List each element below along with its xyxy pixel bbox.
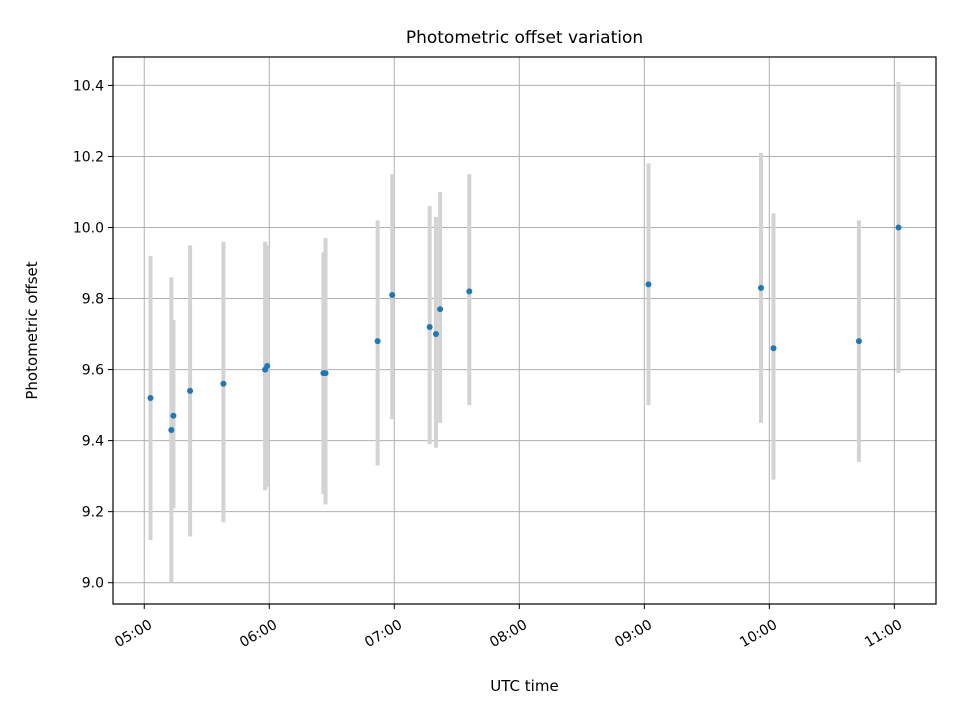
plot-frame [112,56,937,605]
data-point [895,224,902,231]
data-point [757,284,764,291]
y-tick-label: 9.6 [82,363,104,379]
y-tick-label: 10.0 [73,220,104,236]
data-point [426,323,433,330]
data-point [220,380,227,387]
data-point [187,387,194,394]
y-axis-label: Photometric offset [23,261,41,399]
y-tick-label: 9.8 [82,292,104,308]
data-point [374,338,381,345]
data-point [168,426,175,433]
data-point [147,394,154,401]
data-point [437,306,444,313]
data-point [770,345,777,352]
data-point [432,331,439,338]
data-point [389,291,396,298]
y-tick-label: 9.4 [82,434,104,450]
data-point [264,363,271,370]
data-point [855,338,862,345]
chart-title: Photometric offset variation [406,28,643,48]
grid-layer [113,57,936,604]
data-point [322,370,329,377]
y-tick-label: 10.2 [73,149,104,165]
y-tick-label: 9.0 [82,576,104,592]
data-point [466,288,473,295]
data-point [170,412,177,419]
y-tick-label: 10.4 [73,78,104,94]
y-tick-label: 9.2 [82,505,104,521]
x-axis-label: UTC time [490,677,558,695]
data-point [645,281,652,288]
point-layer [147,224,902,433]
